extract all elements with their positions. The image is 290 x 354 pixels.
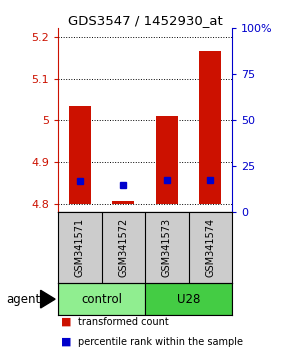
Text: percentile rank within the sample: percentile rank within the sample <box>78 337 243 347</box>
Text: U28: U28 <box>177 293 200 306</box>
Text: agent: agent <box>6 293 40 306</box>
Bar <box>58 283 145 315</box>
Bar <box>156 116 177 204</box>
Bar <box>69 106 90 204</box>
Text: control: control <box>81 293 122 306</box>
Text: GSM341573: GSM341573 <box>162 218 172 278</box>
Title: GDS3547 / 1452930_at: GDS3547 / 1452930_at <box>68 14 222 27</box>
Bar <box>145 283 232 315</box>
Text: ■: ■ <box>61 317 71 327</box>
Polygon shape <box>41 290 55 308</box>
Bar <box>113 201 134 204</box>
Text: transformed count: transformed count <box>78 317 169 327</box>
Text: GSM341574: GSM341574 <box>205 218 215 278</box>
Text: GSM341571: GSM341571 <box>75 218 85 278</box>
Text: GSM341572: GSM341572 <box>118 218 128 278</box>
Text: ■: ■ <box>61 337 71 347</box>
Bar <box>200 51 221 204</box>
